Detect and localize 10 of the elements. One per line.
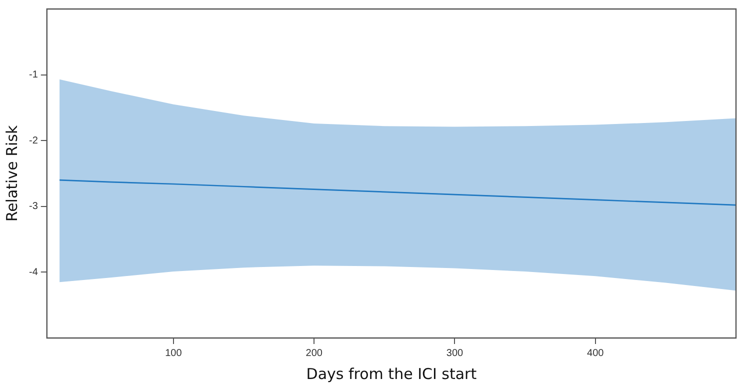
y-tick-label: -2: [28, 135, 38, 146]
y-tick-label: -4: [28, 266, 38, 278]
x-tick-label: 100: [165, 348, 182, 359]
y-tick-label: -3: [28, 201, 38, 212]
x-tick-label: 300: [446, 348, 464, 359]
x-tick-label: 200: [306, 348, 323, 359]
x-tick-label: 400: [587, 348, 604, 359]
y-tick-label: -1: [28, 70, 38, 81]
y-axis-title: Relative Risk: [2, 125, 21, 222]
x-axis-title: Days from the ICI start: [306, 364, 477, 383]
